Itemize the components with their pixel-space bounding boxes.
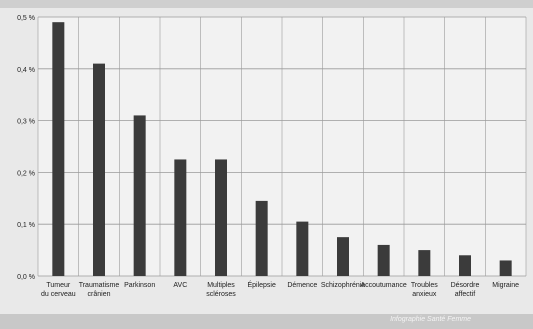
bar <box>93 63 105 277</box>
bar <box>174 159 187 276</box>
x-tick-label: Multiples <box>207 282 235 289</box>
x-tick-label: scléroses <box>206 291 236 298</box>
x-tick-label: Troubles <box>411 282 438 289</box>
bar <box>377 244 390 276</box>
bar <box>337 237 349 276</box>
y-tick-label: 0,5 % <box>17 15 35 22</box>
bar <box>133 115 146 276</box>
header-strip <box>0 0 533 8</box>
y-tick-label: 0,3 % <box>17 119 35 126</box>
x-tick-label: Épilepsie <box>247 280 276 289</box>
x-tick-label: anxieux <box>412 291 437 298</box>
x-tick-label: affectif <box>455 291 476 298</box>
x-tick-label: Démence <box>287 282 317 289</box>
bar <box>499 260 512 276</box>
y-tick-label: 0,1 % <box>17 222 35 229</box>
bar <box>296 221 309 276</box>
x-tick-label: Tumeur <box>46 282 71 289</box>
bar <box>255 200 268 276</box>
y-tick-label: 0,4 % <box>17 67 35 74</box>
bar <box>459 255 471 276</box>
bar <box>215 159 227 276</box>
x-tick-label: Désordre <box>451 282 480 289</box>
x-tick-label: Schizophrénie <box>321 282 365 289</box>
y-tick-label: 0,0 % <box>17 274 35 281</box>
x-tick-label: Traumatisme <box>79 282 120 289</box>
x-tick-label: du cerveau <box>41 291 76 298</box>
x-tick-label: crânien <box>88 291 111 298</box>
x-tick-label: AVC <box>173 282 187 289</box>
bar <box>52 22 65 277</box>
x-tick-label: Migraine <box>492 282 519 289</box>
credit-text: Infographie Santé Femme <box>390 316 471 323</box>
x-tick-label: Accoutumance <box>361 282 407 289</box>
footer-strip <box>0 314 533 329</box>
y-tick-label: 0,2 % <box>17 170 35 177</box>
x-tick-label: Parkinson <box>124 282 155 289</box>
bar <box>418 250 431 276</box>
